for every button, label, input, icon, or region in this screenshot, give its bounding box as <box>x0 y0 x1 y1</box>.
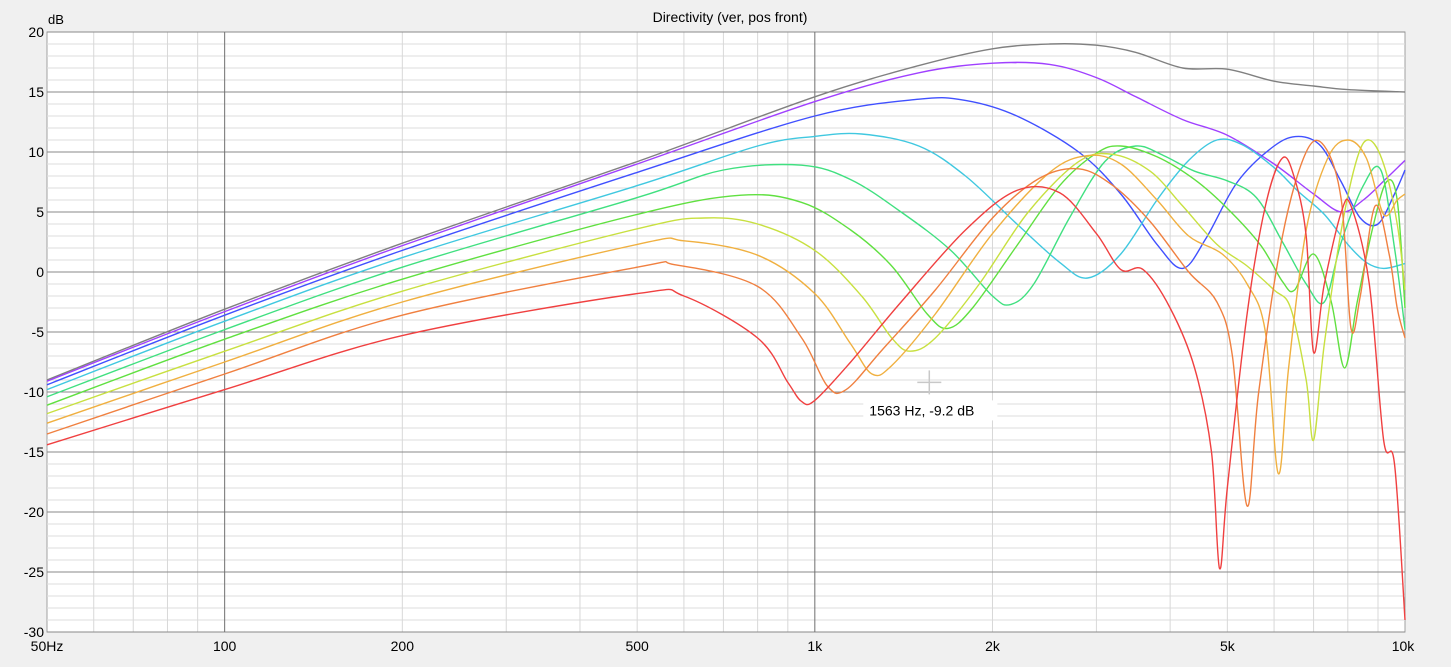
y-tick-label: -20 <box>24 504 44 520</box>
series-line-10 <box>46 156 1406 621</box>
series-line-2 <box>46 61 1406 382</box>
series-line-4 <box>46 132 1406 391</box>
y-tick-label: -25 <box>24 564 44 580</box>
x-tick-label: 10k <box>1392 638 1416 654</box>
series-line-8 <box>46 139 1406 475</box>
chart-title: Directivity (ver, pos front) <box>653 9 808 25</box>
y-tick-label: -5 <box>32 324 45 340</box>
x-tick-label: 1k <box>807 638 823 654</box>
cursor-readout: 1563 Hz, -9.2 dB <box>869 402 974 418</box>
x-tick-label: 50Hz <box>31 638 64 654</box>
x-tick-label: 100 <box>213 638 237 654</box>
y-axis-tick-labels: 20 15 10 5 0 -5 -10 -15 -20 -25 -30 <box>24 24 44 640</box>
minor-grid <box>47 32 1405 632</box>
cursor-readout-background <box>863 400 998 421</box>
y-tick-label: -10 <box>24 384 44 400</box>
y-axis-unit-label: dB <box>48 12 64 27</box>
x-axis-tick-labels: 50Hz 100 200 500 1k 2k 5k 10k <box>31 638 1416 654</box>
series-line-1 <box>46 43 1406 381</box>
y-tick-label: 20 <box>28 24 44 40</box>
series-line-7 <box>46 139 1406 441</box>
x-tick-label: 200 <box>391 638 415 654</box>
y-tick-label: 5 <box>36 204 44 220</box>
y-tick-label: -30 <box>24 624 44 640</box>
x-tick-label: 500 <box>625 638 649 654</box>
series-line-3 <box>46 96 1406 386</box>
x-tick-label: 2k <box>985 638 1001 654</box>
major-grid <box>47 31 1405 633</box>
y-tick-label: 15 <box>28 84 44 100</box>
x-tick-label: 5k <box>1220 638 1236 654</box>
y-tick-label: -15 <box>24 444 44 460</box>
series-line-9 <box>46 139 1406 507</box>
series-layer <box>46 43 1406 621</box>
series-line-5 <box>46 145 1406 398</box>
y-tick-label: 0 <box>36 264 44 280</box>
cursor-layer: 1563 Hz, -9.2 dB <box>863 370 998 421</box>
y-tick-label: 10 <box>28 144 44 160</box>
